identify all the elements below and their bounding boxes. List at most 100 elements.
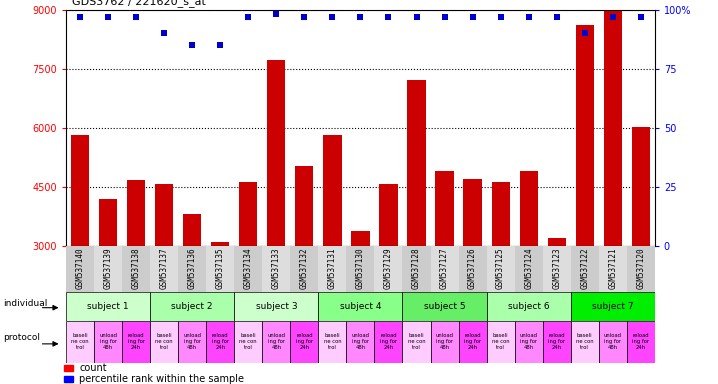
Bar bbox=[492, 182, 510, 246]
Bar bbox=[178, 246, 206, 292]
Point bbox=[327, 13, 338, 20]
Text: unload
ing for
48h: unload ing for 48h bbox=[351, 333, 370, 350]
Bar bbox=[211, 242, 229, 246]
Point bbox=[215, 42, 226, 48]
Text: GSM537129: GSM537129 bbox=[384, 247, 393, 289]
Bar bbox=[403, 246, 431, 292]
Text: baseli
ne con
trol: baseli ne con trol bbox=[408, 333, 425, 350]
Point bbox=[271, 11, 282, 17]
Point bbox=[243, 13, 254, 20]
Text: unload
ing for
48h: unload ing for 48h bbox=[99, 333, 117, 350]
Bar bbox=[346, 246, 375, 292]
Bar bbox=[150, 246, 178, 292]
Bar bbox=[66, 321, 94, 363]
Bar bbox=[290, 321, 318, 363]
Text: GSM537128: GSM537128 bbox=[412, 247, 421, 289]
Point bbox=[495, 13, 506, 20]
Bar bbox=[234, 321, 262, 363]
Text: GSM537124: GSM537124 bbox=[524, 247, 533, 289]
Bar bbox=[571, 292, 655, 321]
Text: baseli
ne con
trol: baseli ne con trol bbox=[492, 333, 510, 350]
Text: GSM537131: GSM537131 bbox=[328, 247, 337, 289]
Bar bbox=[576, 25, 594, 246]
Bar bbox=[435, 171, 454, 246]
Bar bbox=[66, 246, 94, 292]
Text: subject 5: subject 5 bbox=[424, 302, 465, 311]
Text: unload
ing for
48h: unload ing for 48h bbox=[520, 333, 538, 350]
Bar bbox=[318, 246, 346, 292]
Bar bbox=[627, 246, 655, 292]
Text: unload
ing for
48h: unload ing for 48h bbox=[604, 333, 622, 350]
Text: baseli
ne con
trol: baseli ne con trol bbox=[155, 333, 173, 350]
Text: protocol: protocol bbox=[3, 333, 39, 342]
Point bbox=[187, 42, 198, 48]
Bar bbox=[122, 246, 150, 292]
Bar bbox=[431, 246, 459, 292]
Text: unload
ing for
48h: unload ing for 48h bbox=[436, 333, 454, 350]
Text: GSM537137: GSM537137 bbox=[159, 247, 169, 289]
Bar bbox=[487, 292, 571, 321]
Text: GSM537127: GSM537127 bbox=[440, 247, 449, 289]
Bar bbox=[206, 321, 234, 363]
Text: GSM537130: GSM537130 bbox=[356, 247, 365, 289]
Bar bbox=[295, 166, 314, 246]
Text: GSM537134: GSM537134 bbox=[244, 247, 253, 289]
Text: GSM537138: GSM537138 bbox=[131, 247, 141, 289]
Text: GSM537122: GSM537122 bbox=[580, 247, 589, 289]
Text: unload
ing for
48h: unload ing for 48h bbox=[267, 333, 285, 350]
Bar bbox=[262, 321, 290, 363]
Bar bbox=[604, 10, 622, 246]
Text: baseli
ne con
trol: baseli ne con trol bbox=[240, 333, 257, 350]
Bar bbox=[571, 321, 599, 363]
Bar bbox=[407, 81, 426, 246]
Bar bbox=[459, 246, 487, 292]
Point bbox=[131, 13, 142, 20]
Bar bbox=[487, 321, 515, 363]
Text: individual: individual bbox=[3, 299, 47, 308]
Bar bbox=[379, 184, 398, 246]
Text: baseli
ne con
trol: baseli ne con trol bbox=[71, 333, 89, 350]
Point bbox=[467, 13, 478, 20]
Text: GSM537123: GSM537123 bbox=[552, 247, 561, 289]
Text: GSM537121: GSM537121 bbox=[608, 247, 617, 289]
Text: baseli
ne con
trol: baseli ne con trol bbox=[324, 333, 341, 350]
Text: GSM537120: GSM537120 bbox=[636, 247, 645, 289]
Bar bbox=[66, 292, 150, 321]
Bar bbox=[122, 321, 150, 363]
Bar bbox=[64, 366, 73, 371]
Bar bbox=[632, 127, 650, 246]
Text: subject 6: subject 6 bbox=[508, 302, 549, 311]
Text: baseli
ne con
trol: baseli ne con trol bbox=[576, 333, 594, 350]
Point bbox=[411, 13, 422, 20]
Point bbox=[551, 13, 562, 20]
Bar bbox=[64, 376, 73, 382]
Bar bbox=[599, 246, 627, 292]
Bar bbox=[543, 321, 571, 363]
Bar bbox=[346, 321, 375, 363]
Point bbox=[383, 13, 394, 20]
Bar bbox=[487, 246, 515, 292]
Bar bbox=[431, 321, 459, 363]
Text: subject 2: subject 2 bbox=[172, 302, 213, 311]
Text: GSM537135: GSM537135 bbox=[215, 247, 225, 289]
Text: subject 3: subject 3 bbox=[256, 302, 297, 311]
Text: GSM537132: GSM537132 bbox=[300, 247, 309, 289]
Point bbox=[103, 13, 114, 20]
Bar bbox=[267, 60, 286, 246]
Text: reload
ing for
24h: reload ing for 24h bbox=[464, 333, 481, 350]
Bar bbox=[515, 321, 543, 363]
Bar bbox=[127, 180, 145, 246]
Bar bbox=[548, 238, 566, 246]
Text: GSM537126: GSM537126 bbox=[468, 247, 477, 289]
Point bbox=[299, 13, 310, 20]
Text: reload
ing for
24h: reload ing for 24h bbox=[548, 333, 565, 350]
Bar bbox=[571, 246, 599, 292]
Bar bbox=[323, 135, 342, 246]
Bar bbox=[318, 321, 346, 363]
Bar bbox=[150, 292, 234, 321]
Bar bbox=[543, 246, 571, 292]
Text: count: count bbox=[80, 363, 107, 373]
Text: reload
ing for
24h: reload ing for 24h bbox=[212, 333, 229, 350]
Bar bbox=[520, 171, 538, 246]
Point bbox=[159, 30, 170, 36]
